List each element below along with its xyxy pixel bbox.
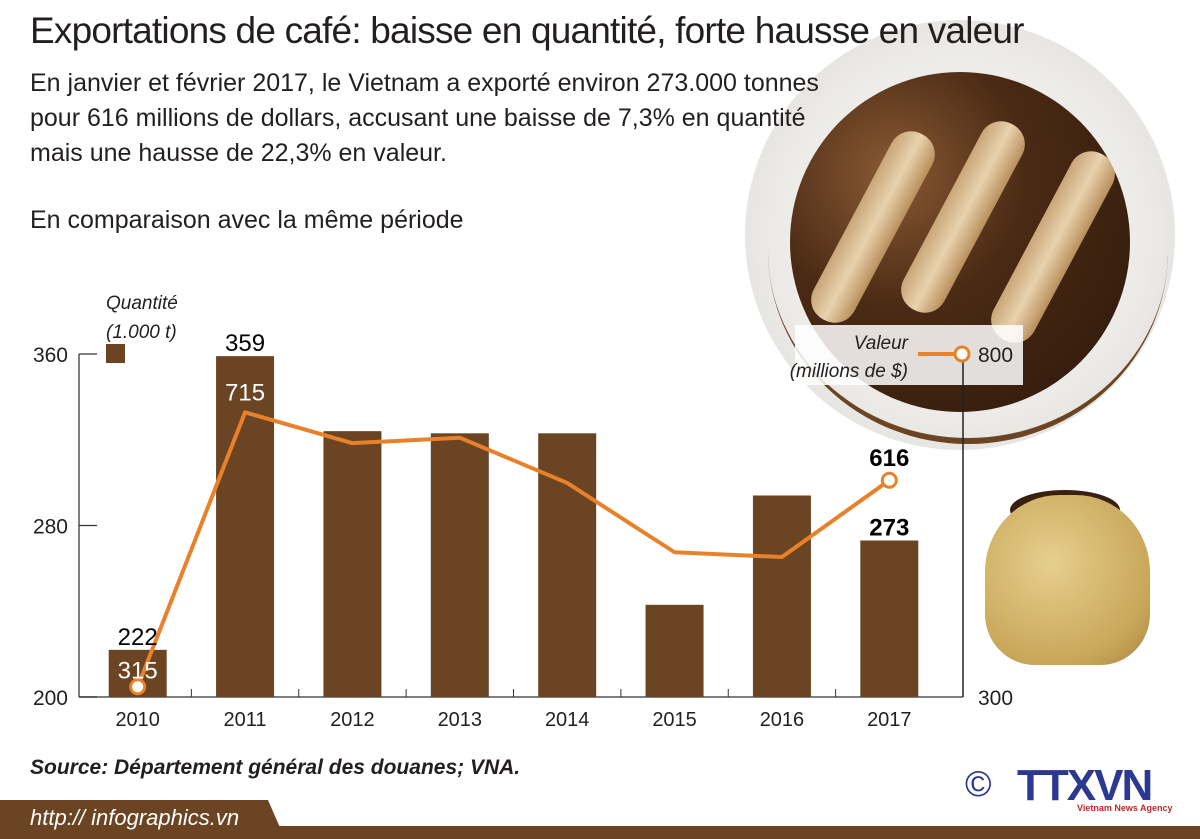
chart: 200 280 360 300 800 2010 2011 2012 2013 2014 2015 2…	[33, 293, 1013, 731]
intro-text: En janvier et février 2017, le Vietnam a…	[30, 69, 819, 167]
value-axis-label: Valeur	[854, 333, 909, 354]
bar-2014	[538, 433, 597, 697]
value-axis-unit: (millions de $)	[790, 361, 908, 382]
bar-2015	[645, 604, 704, 697]
value-label: 715	[225, 379, 265, 406]
bars	[108, 356, 919, 697]
right-tick-label: 300	[978, 687, 1013, 710]
bar-label: 359	[225, 330, 265, 357]
value-line-path	[135, 410, 891, 688]
legend-backdrop	[795, 325, 1023, 385]
bar-label: 273	[869, 515, 909, 542]
x-tick-label: 2015	[652, 709, 697, 731]
bar-2017	[860, 540, 919, 697]
value-label: 315	[118, 658, 158, 685]
x-tick-label: 2013	[438, 709, 483, 731]
quantity-axis-label: Quantité	[106, 293, 178, 314]
logo-subtitle: Vietnam News Agency	[1077, 803, 1173, 813]
x-tick-label: 2016	[760, 709, 805, 731]
source-note: Source: Département général des douanes;…	[30, 756, 521, 779]
labels: 222 359 273 315 715 616	[118, 330, 910, 685]
left-tick-label: 280	[33, 516, 68, 539]
right-tick-label: 800	[978, 344, 1013, 367]
value-marker-2010	[129, 678, 147, 696]
footer-bar	[0, 826, 1200, 839]
cup-rim-decoration	[768, 58, 1168, 444]
quantity-legend-swatch	[106, 344, 125, 363]
bar-2012	[323, 431, 382, 697]
footer-tab	[0, 800, 285, 839]
coffee-sack-image	[985, 495, 1150, 665]
x-tick-label: 2012	[330, 709, 375, 731]
ttxvn-logo: © TTXVN Vietnam News Agency	[965, 761, 1175, 813]
quantity-axis-unit: (1.000 t)	[106, 322, 177, 343]
bar-label: 222	[118, 624, 158, 651]
x-tick-label: 2011	[224, 709, 267, 731]
bar-2011	[216, 356, 275, 697]
value-label: 616	[869, 445, 909, 472]
x-tick-label: 2014	[545, 709, 590, 731]
value-legend-marker	[953, 345, 971, 363]
copyright-icon: ©	[965, 763, 992, 804]
x-tick-label: 2017	[867, 709, 912, 731]
bar-2016	[752, 495, 811, 697]
bar-2013	[430, 433, 489, 697]
comparison-note: En comparaison avec la même période	[30, 206, 464, 234]
value-line	[129, 410, 898, 696]
website-link[interactable]: http:// infographics.vn	[30, 805, 240, 830]
value-marker-2017	[880, 471, 898, 489]
left-tick-label: 360	[33, 344, 68, 367]
page-title: Exportations de café: baisse en quantité…	[30, 10, 1025, 51]
left-tick-label: 200	[33, 687, 68, 710]
logo-name: TTXVN	[1017, 761, 1153, 810]
x-tick-label: 2010	[115, 709, 160, 731]
